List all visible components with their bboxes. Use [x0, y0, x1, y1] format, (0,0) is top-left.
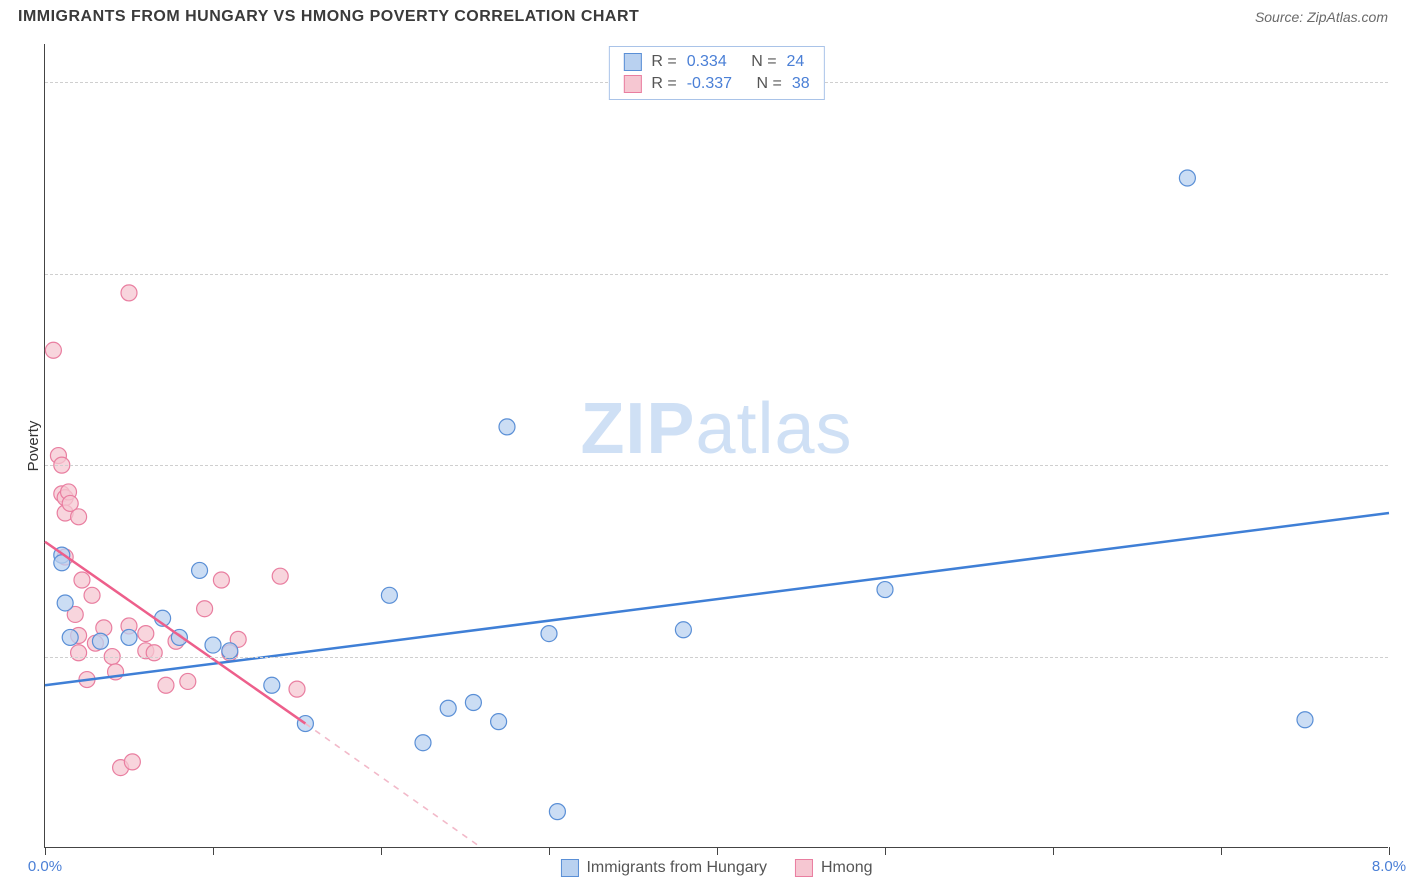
hungary-point: [192, 562, 208, 578]
correlation-legend: R = 0.334 N = 24 R = -0.337 N = 38: [608, 46, 824, 100]
x-tick: [549, 847, 550, 855]
legend-label-hungary: Immigrants from Hungary: [586, 859, 767, 877]
swatch-hmong-icon: [623, 75, 641, 93]
hmong-point: [158, 677, 174, 693]
hungary-point: [415, 735, 431, 751]
hmong-point: [74, 572, 90, 588]
swatch-hungary-icon: [560, 859, 578, 877]
hungary-point: [541, 626, 557, 642]
hungary-point: [877, 582, 893, 598]
chart-title: IMMIGRANTS FROM HUNGARY VS HMONG POVERTY…: [18, 8, 639, 26]
x-tick-label: 0.0%: [28, 858, 62, 875]
hmong-point: [197, 601, 213, 617]
n-value-hmong: 38: [792, 75, 810, 93]
gridline-h: [45, 465, 1388, 466]
r-label: R =: [651, 53, 676, 71]
n-label: N =: [757, 75, 782, 93]
hungary-point: [57, 595, 73, 611]
hungary-point: [121, 629, 137, 645]
hungary-point: [491, 714, 507, 730]
legend-label-hmong: Hmong: [821, 859, 873, 877]
x-tick: [717, 847, 718, 855]
hmong-point: [289, 681, 305, 697]
y-axis-label: Poverty: [25, 421, 42, 472]
hungary-point: [205, 637, 221, 653]
swatch-hmong-icon: [795, 859, 813, 877]
hungary-point: [1179, 170, 1195, 186]
hungary-point: [264, 677, 280, 693]
hmong-point: [71, 509, 87, 525]
chart-plot-area: ZIPatlas R = 0.334 N = 24 R = -0.337 N =…: [44, 44, 1388, 848]
legend-item-hmong: Hmong: [795, 859, 873, 877]
x-tick-label: 8.0%: [1372, 858, 1406, 875]
hungary-point: [92, 633, 108, 649]
x-tick: [1221, 847, 1222, 855]
trendline-hmong-extrapolated: [305, 724, 481, 848]
hmong-point: [180, 673, 196, 689]
r-value-hmong: -0.337: [687, 75, 732, 93]
x-tick: [1389, 847, 1390, 855]
legend-row-hmong: R = -0.337 N = 38: [623, 75, 809, 93]
r-label: R =: [651, 75, 676, 93]
hmong-point: [138, 626, 154, 642]
series-legend: Immigrants from Hungary Hmong: [560, 859, 872, 877]
scatter-svg: [45, 44, 1388, 847]
n-value-hungary: 24: [787, 53, 805, 71]
legend-item-hungary: Immigrants from Hungary: [560, 859, 767, 877]
hungary-point: [62, 629, 78, 645]
hmong-point: [71, 645, 87, 661]
hungary-point: [465, 695, 481, 711]
x-tick: [213, 847, 214, 855]
swatch-hungary-icon: [623, 53, 641, 71]
hmong-point: [213, 572, 229, 588]
x-tick: [1053, 847, 1054, 855]
hmong-point: [121, 285, 137, 301]
hungary-point: [499, 419, 515, 435]
hmong-point: [146, 645, 162, 661]
legend-row-hungary: R = 0.334 N = 24: [623, 53, 809, 71]
hungary-point: [549, 804, 565, 820]
gridline-h: [45, 274, 1388, 275]
hungary-point: [381, 587, 397, 603]
source-attribution: Source: ZipAtlas.com: [1255, 9, 1388, 25]
hmong-point: [84, 587, 100, 603]
x-tick: [45, 847, 46, 855]
x-tick: [381, 847, 382, 855]
r-value-hungary: 0.334: [687, 53, 727, 71]
hmong-point: [124, 754, 140, 770]
hungary-point: [1297, 712, 1313, 728]
trendline-hungary: [45, 513, 1389, 685]
gridline-h: [45, 657, 1388, 658]
hungary-point: [675, 622, 691, 638]
hmong-point: [45, 342, 61, 358]
x-tick: [885, 847, 886, 855]
hungary-point: [440, 700, 456, 716]
hmong-point: [272, 568, 288, 584]
n-label: N =: [751, 53, 776, 71]
